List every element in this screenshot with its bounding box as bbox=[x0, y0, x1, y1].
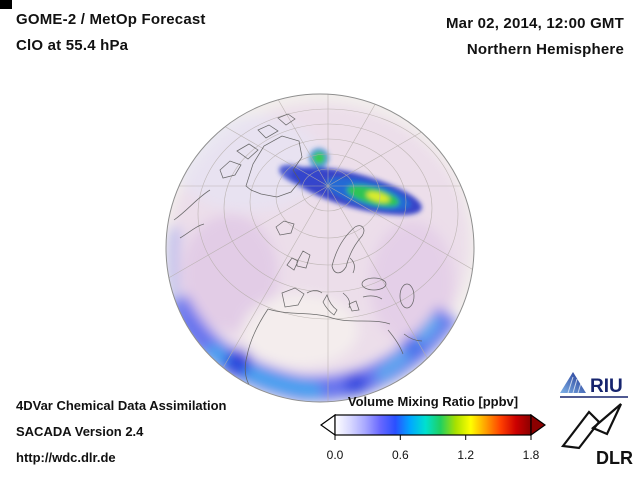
colorbar-gradient bbox=[334, 414, 532, 436]
riu-logo: RIU bbox=[560, 372, 628, 398]
credit-url: http://wdc.dlr.de bbox=[16, 450, 116, 465]
species-level-title: ClO at 55.4 hPa bbox=[16, 37, 129, 54]
product-title: GOME-2 / MetOp Forecast bbox=[16, 11, 206, 28]
tick-label-0: 0.0 bbox=[326, 448, 344, 462]
dlr-logo: DLR bbox=[560, 403, 633, 468]
credit-version: SACADA Version 2.4 bbox=[16, 424, 144, 439]
datetime-region-block: Mar 02, 2014, 12:00 GMT Northern Hemisph… bbox=[446, 11, 624, 63]
tick-label-1: 0.6 bbox=[391, 448, 409, 462]
colorbar-right-arrow bbox=[530, 413, 547, 437]
colorbar-tick-labels: 0.0 0.6 1.2 1.8 bbox=[320, 448, 546, 464]
riu-wordmark: RIU bbox=[590, 376, 623, 397]
dlr-wordmark: DLR bbox=[596, 448, 633, 468]
colorbar-left-arrow bbox=[319, 413, 336, 437]
riu-peak-icon bbox=[560, 372, 586, 393]
colorbar-ticks bbox=[334, 435, 532, 440]
tick-label-3: 1.8 bbox=[522, 448, 540, 462]
tick-label-2: 1.2 bbox=[457, 448, 475, 462]
dlr-emblem-icon bbox=[560, 403, 622, 450]
globe-rim bbox=[165, 93, 475, 403]
hemisphere-label: Northern Hemisphere bbox=[466, 41, 624, 58]
datetime-label: Mar 02, 2014, 12:00 GMT bbox=[445, 15, 624, 32]
coastlines bbox=[173, 113, 423, 393]
corner-mark bbox=[0, 0, 12, 9]
colorbar-title: Volume Mixing Ratio [ppbv] bbox=[347, 394, 519, 409]
globe-map bbox=[165, 93, 475, 403]
riu-peak-stripes bbox=[567, 376, 582, 394]
clo-field-layer bbox=[166, 103, 470, 401]
credit-assimilation: 4DVar Chemical Data Assimilation bbox=[16, 398, 227, 413]
colorbar: Volume Mixing Ratio [ppbv] 0.0 0.6 1.2 1… bbox=[319, 394, 547, 464]
colorbar-scale bbox=[319, 413, 547, 440]
